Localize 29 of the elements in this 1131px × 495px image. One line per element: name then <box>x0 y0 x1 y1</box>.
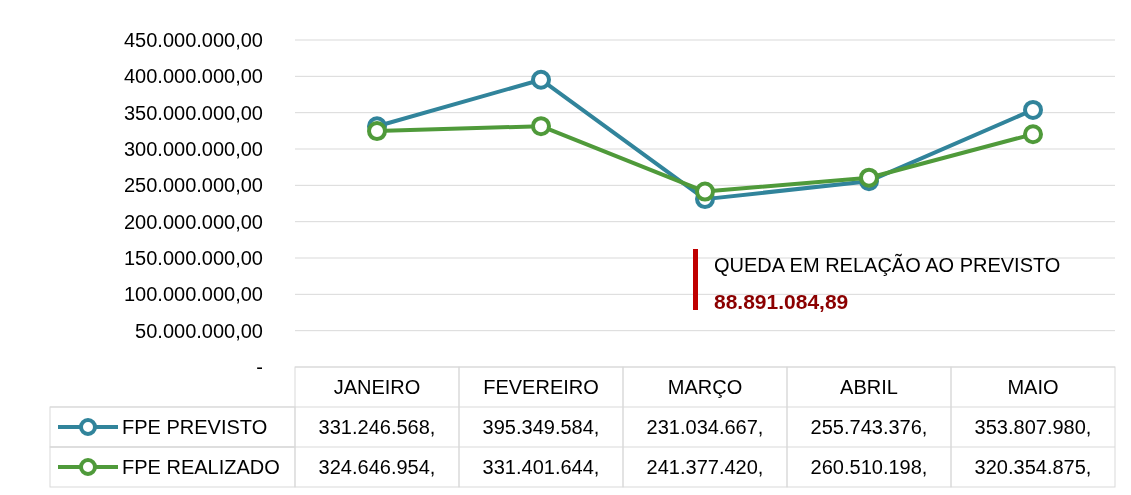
annotation: QUEDA EM RELAÇÃO AO PREVISTO <box>714 253 1061 276</box>
y-tick-label: 450.000.000,00 <box>123 29 263 51</box>
x-tick-label: MARÇO <box>667 376 743 398</box>
y-tick-label: 200.000.000,00 <box>123 210 263 233</box>
y-tick-label: 50.000.000,00 <box>135 319 263 342</box>
data-label: 241.377.420, <box>646 456 764 478</box>
data-label: 320.354.875, <box>974 456 1092 478</box>
data-label: 353.807.980, <box>974 416 1092 438</box>
y-tick-label: 300.000.000,00 <box>123 138 263 160</box>
data-label: 255.743.376, <box>810 416 928 438</box>
y-tick-label: 250.000.000,00 <box>123 174 263 197</box>
data-label: 231.034.667, <box>646 416 764 438</box>
legend-label: FPE REALIZADO <box>122 456 280 478</box>
data-label: 331.401.644, <box>482 456 600 478</box>
data-label: 331.246.568, <box>318 416 436 438</box>
legend-label: FPE PREVISTO <box>122 416 268 438</box>
y-tick-label: 150.000.000,00 <box>123 247 263 269</box>
data-label: 324.646.954, <box>318 456 436 478</box>
data-label: 395.349.584, <box>482 416 600 438</box>
x-tick-label: MAIO <box>1007 376 1059 398</box>
x-tick-label: FEVEREIRO <box>483 376 599 398</box>
x-tick-label: JANEIRO <box>333 376 421 398</box>
y-tick-label: - <box>256 356 263 378</box>
y-tick-label: 100.000.000,00 <box>123 283 263 306</box>
data-label: 260.510.198, <box>810 456 928 478</box>
annotation: 88.891.084,89 <box>714 290 849 313</box>
x-tick-label: ABRIL <box>840 376 898 398</box>
y-tick-label: 350.000.000,00 <box>123 101 263 124</box>
y-tick-label: 400.000.000,00 <box>123 65 263 88</box>
